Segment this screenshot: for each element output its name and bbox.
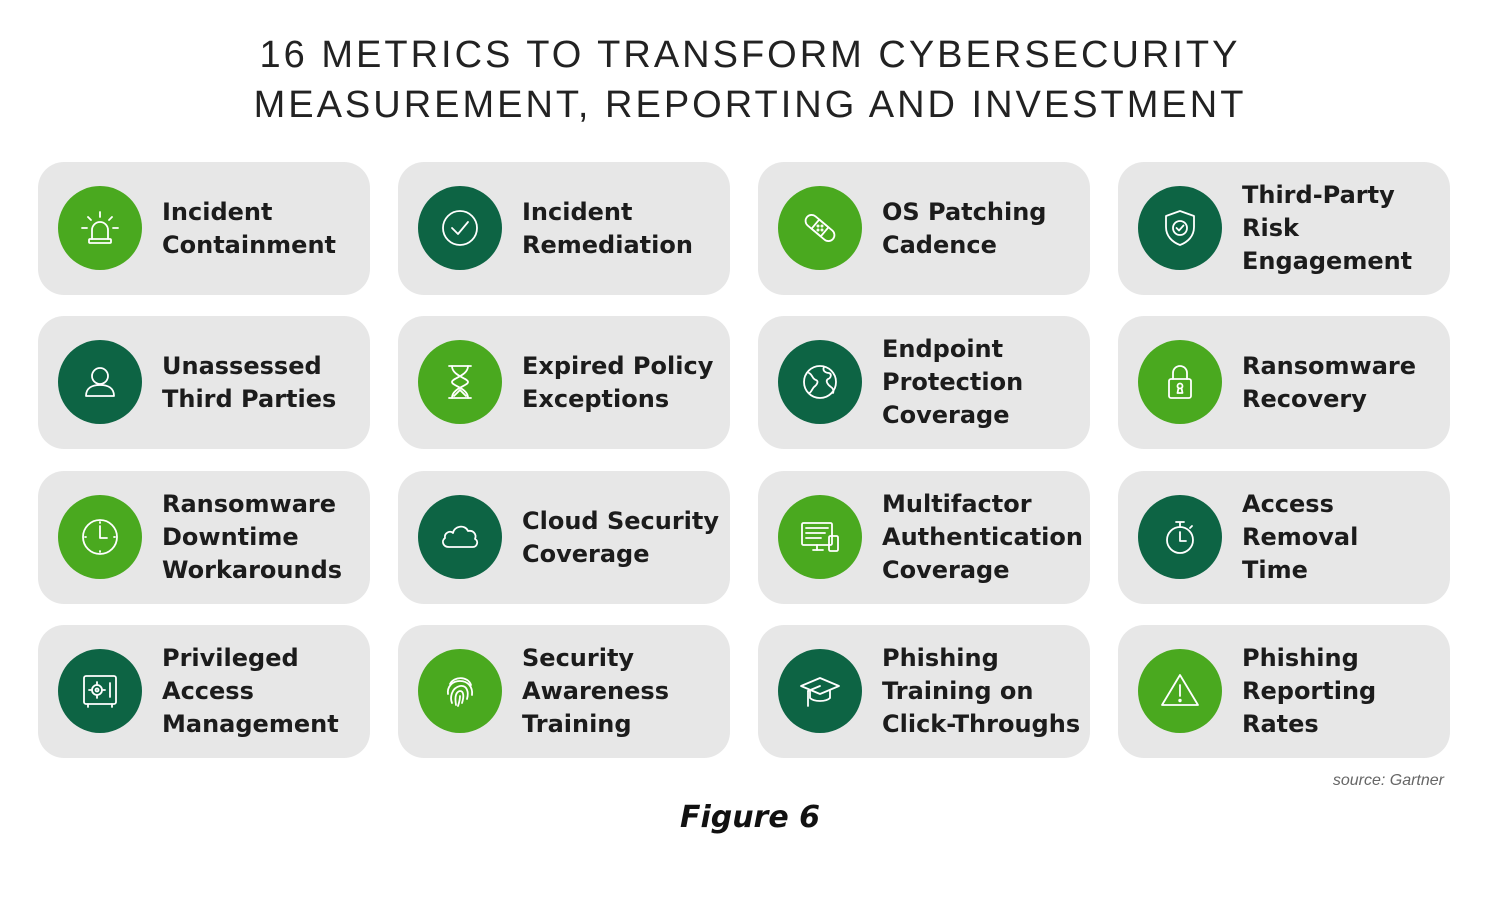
- globe-icon: [803, 365, 837, 399]
- alarm-light-icon: [81, 211, 119, 244]
- icon-badge: [1138, 186, 1222, 270]
- icon-badge: [58, 495, 142, 579]
- metric-label: Security Awareness Training: [522, 644, 669, 738]
- icon-badge: [58, 186, 142, 270]
- metric-card: Third-Party Risk Engagement: [1118, 162, 1450, 295]
- figure-caption: Figure 6: [679, 800, 821, 835]
- title-line-1: 16 METRICS TO TRANSFORM CYBERSECURITY: [259, 34, 1241, 76]
- metric-label: Access Removal Time: [1242, 490, 1359, 584]
- icon-badge: [778, 186, 862, 270]
- metric-card: Phishing Reporting Rates: [1118, 625, 1450, 758]
- metric-label: Incident Remediation: [522, 197, 693, 259]
- metric-card: Incident Remediation: [398, 162, 730, 295]
- bandage-icon: [804, 214, 836, 242]
- metric-card: Multifactor Authentication Coverage: [758, 471, 1090, 604]
- fingerprint-icon: [447, 677, 473, 707]
- stopwatch-icon: [1166, 521, 1194, 554]
- metric-card: Endpoint Protection Coverage: [758, 316, 1090, 449]
- shield-check-icon: [1165, 210, 1195, 246]
- metric-label: Phishing Training on Click-Throughs: [882, 644, 1081, 738]
- metric-label: Unassessed Third Parties: [162, 351, 337, 413]
- page-title: 16 METRICS TO TRANSFORM CYBERSECURITY ME…: [0, 30, 1500, 130]
- metric-card: Security Awareness Training: [398, 625, 730, 758]
- user-icon: [85, 367, 115, 397]
- metric-label: OS Patching Cadence: [882, 197, 1047, 259]
- icon-badge: [778, 340, 862, 424]
- icon-badge: [778, 495, 862, 579]
- metric-label: Expired Policy Exceptions: [522, 351, 714, 413]
- padlock-icon: [1168, 365, 1192, 399]
- metric-card: Access Removal Time: [1118, 471, 1450, 604]
- metric-label: Ransomware Downtime Workarounds: [162, 490, 343, 584]
- metric-label: Ransomware Recovery: [1242, 351, 1417, 413]
- metric-card: Incident Containment: [38, 162, 370, 295]
- metric-card: Ransomware Downtime Workarounds: [38, 471, 370, 604]
- icon-badge: [418, 186, 502, 270]
- icon-badge: [418, 340, 502, 424]
- metric-label: Multifactor Authentication Coverage: [882, 490, 1083, 584]
- icon-badge: [1138, 340, 1222, 424]
- clock-icon: [82, 519, 118, 555]
- metric-card: Privileged Access Management: [38, 625, 370, 758]
- metric-card: Unassessed Third Parties: [38, 316, 370, 449]
- metric-card: Cloud Security Coverage: [398, 471, 730, 604]
- warning-icon: [1161, 674, 1199, 706]
- source-note: source: Gartner: [1332, 772, 1444, 789]
- metric-label: Phishing Reporting Rates: [1242, 644, 1377, 738]
- monitor-phone-icon: [801, 522, 839, 552]
- icon-badge: [1138, 649, 1222, 733]
- icon-badge: [58, 340, 142, 424]
- icon-badge: [418, 495, 502, 579]
- metric-label: Cloud Security Coverage: [522, 506, 720, 568]
- icon-badge: [58, 649, 142, 733]
- icon-badge: [1138, 495, 1222, 579]
- metric-card: Expired Policy Exceptions: [398, 316, 730, 449]
- hourglass-icon: [448, 365, 472, 399]
- metric-label: Incident Containment: [162, 197, 337, 259]
- icon-badge: [418, 649, 502, 733]
- metric-card: Phishing Training on Click-Throughs: [758, 625, 1090, 758]
- metric-card: Ransomware Recovery: [1118, 316, 1450, 449]
- graduation-cap-icon: [800, 677, 840, 707]
- title-line-2: MEASUREMENT, REPORTING AND INVESTMENT: [253, 84, 1247, 126]
- metric-label: Privileged Access Management: [162, 644, 339, 738]
- vault-icon: [83, 675, 117, 708]
- metric-label: Third-Party Risk Engagement: [1242, 181, 1413, 275]
- icon-badge: [778, 649, 862, 733]
- metric-label: Endpoint Protection Coverage: [882, 335, 1024, 429]
- check-circle-icon: [442, 210, 478, 246]
- metric-card: OS Patching Cadence: [758, 162, 1090, 295]
- cloud-icon: [442, 525, 479, 548]
